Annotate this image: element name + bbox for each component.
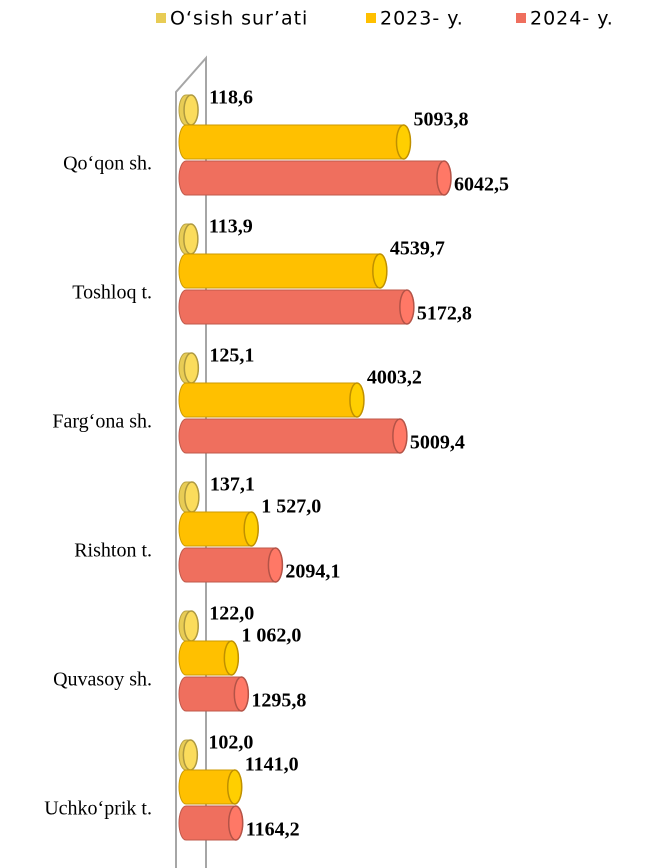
value-label: 4003,2 <box>367 367 422 389</box>
value-label: 122,0 <box>209 603 254 625</box>
bar <box>178 289 415 325</box>
value-label: 1164,2 <box>246 819 300 841</box>
legend-swatch <box>516 13 526 23</box>
bar <box>178 418 408 454</box>
bar-cap <box>436 160 452 196</box>
bar-cap <box>183 610 199 642</box>
value-label: 1 527,0 <box>261 496 321 518</box>
bar-cap <box>349 382 365 418</box>
bar-cap <box>183 352 200 384</box>
bar-cap <box>233 676 250 712</box>
legend-label: O‘sish sur’ati <box>170 8 308 30</box>
bar-cap <box>372 253 388 289</box>
category-label: Uchko‘prik t. <box>44 798 152 820</box>
legend-label: 2024- y. <box>530 8 614 30</box>
value-label: 5093,8 <box>413 109 468 131</box>
bar-cap <box>182 739 199 771</box>
value-label: 1 062,0 <box>241 625 301 647</box>
bar <box>178 124 411 160</box>
legend-swatch <box>366 13 376 23</box>
category-label: Quvasoy sh. <box>53 669 152 691</box>
value-label: 102,0 <box>208 732 253 754</box>
bar-cap <box>227 805 244 841</box>
bar-cap <box>395 124 412 160</box>
value-label: 2094,1 <box>285 561 340 583</box>
bar-cap <box>183 223 199 255</box>
bar-cap <box>399 289 415 325</box>
value-label: 113,9 <box>209 216 253 238</box>
value-label: 118,6 <box>209 87 253 109</box>
back-wall <box>175 55 207 868</box>
bar-cap <box>243 511 259 547</box>
bar <box>178 382 365 418</box>
bar <box>178 160 452 196</box>
value-label: 5172,8 <box>417 303 472 325</box>
bar-cap <box>183 94 199 126</box>
value-label: 1141,0 <box>245 754 299 776</box>
legend-swatch <box>156 13 166 23</box>
category-label: Rishton t. <box>74 540 152 562</box>
bar-cap <box>267 547 284 583</box>
category-label: Toshloq t. <box>72 282 152 304</box>
category-label: Farg‘ona sh. <box>52 411 152 433</box>
bar-cap <box>226 769 243 805</box>
value-label: 5009,4 <box>410 432 465 454</box>
value-label: 1295,8 <box>251 690 306 712</box>
bar-cap <box>184 481 200 513</box>
value-label: 6042,5 <box>454 174 509 196</box>
value-label: 125,1 <box>209 345 254 367</box>
value-label: 4539,7 <box>390 238 445 260</box>
bar <box>178 547 283 583</box>
bar-cap <box>223 640 240 676</box>
bar <box>178 253 388 289</box>
category-label: Qo‘qon sh. <box>63 153 152 175</box>
bar-cap <box>392 418 408 454</box>
value-label: 137,1 <box>210 474 255 496</box>
legend-label: 2023- y. <box>380 8 464 30</box>
